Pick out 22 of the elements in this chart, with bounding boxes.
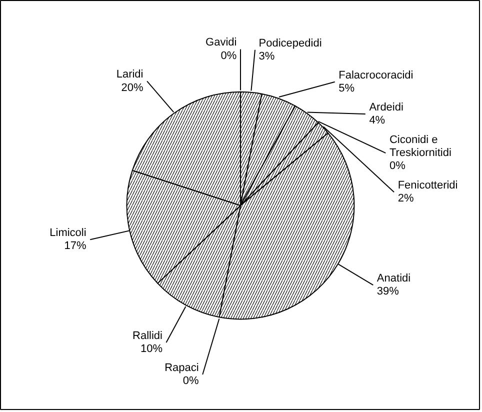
slice-label: Rallidi (132, 330, 162, 342)
data-label: 10% (140, 343, 163, 356)
data-label: 39% (376, 286, 400, 298)
slice-label: Laridi (116, 68, 144, 81)
data-label: 20% (121, 82, 144, 94)
slice-label: Fenicotteridi (398, 180, 458, 192)
data-label: 5% (338, 82, 355, 95)
slice-label: Falacrocoracidi (338, 69, 414, 82)
slice-label: Podicepedidi (258, 37, 322, 50)
text: 0% (182, 375, 199, 388)
slice-label: Anatidi (376, 272, 411, 284)
data-label: 4% (369, 114, 386, 127)
text: 0% (389, 160, 406, 172)
text: 0% (220, 50, 237, 62)
slice-label: Ardeidi (369, 101, 404, 114)
category-label: Ciconidi e Treskiornitidi (389, 134, 452, 160)
data-label: 2% (398, 192, 414, 205)
data-label: 17% (64, 240, 87, 252)
slice-label: Limicoli (50, 227, 86, 239)
category-label: Rapaci (164, 362, 199, 374)
data-label: 3% (258, 50, 275, 62)
category-label: Gavidi (206, 36, 237, 49)
